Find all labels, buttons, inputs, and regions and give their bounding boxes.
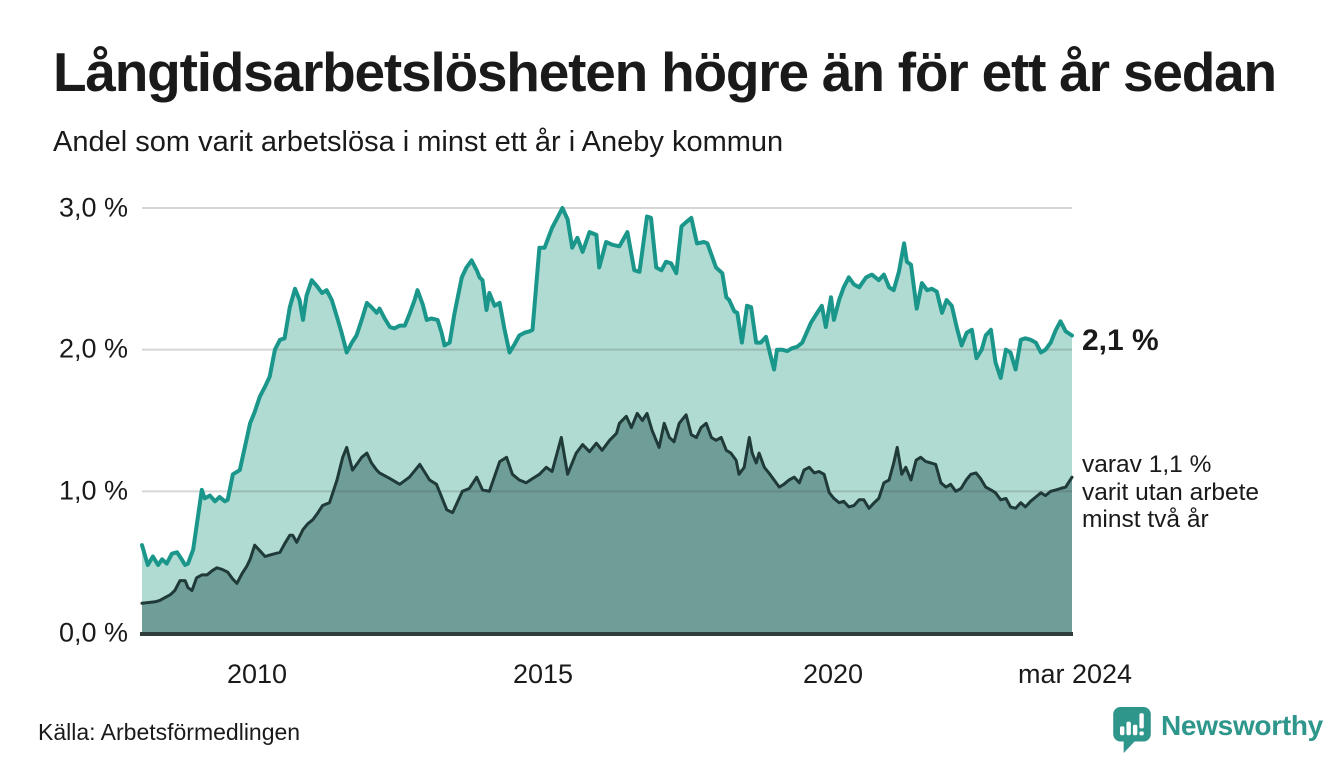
y-tick-3: 3,0 %	[58, 192, 128, 223]
x-tick-2015: 2015	[512, 659, 574, 689]
y-tick-2: 2,0 %	[58, 333, 128, 364]
series-line-unemployed_at_least_one_year	[140, 206, 1074, 567]
y-tick-0: 0,0 %	[58, 617, 128, 648]
newsworthy-bubble-chart-icon	[1113, 707, 1151, 753]
newsworthy-logo: Newsworthy	[1112, 706, 1323, 754]
annotation-end-note: varav 1,1 % varit utan arbete minst två …	[1082, 451, 1260, 533]
y-tick-1: 1,0 %	[58, 475, 128, 506]
series-line-unemployed_at_least_two_years	[140, 411, 1074, 605]
chart-subtitle: Andel som varit arbetslösa i minst ett å…	[53, 126, 784, 158]
newsworthy-wordmark: Newsworthy	[1161, 710, 1323, 741]
x-tick-2010: 2010	[226, 659, 288, 689]
x-tick-2020: 2020	[802, 659, 864, 689]
annotation-end-value: 2,1 %	[1082, 324, 1159, 357]
chart-title: Långtidsarbetslösheten högre än för ett …	[53, 41, 1277, 103]
x-tick-mar-2024: mar 2024	[1017, 659, 1133, 689]
source-credit: Källa: Arbetsförmedlingen	[38, 719, 301, 745]
